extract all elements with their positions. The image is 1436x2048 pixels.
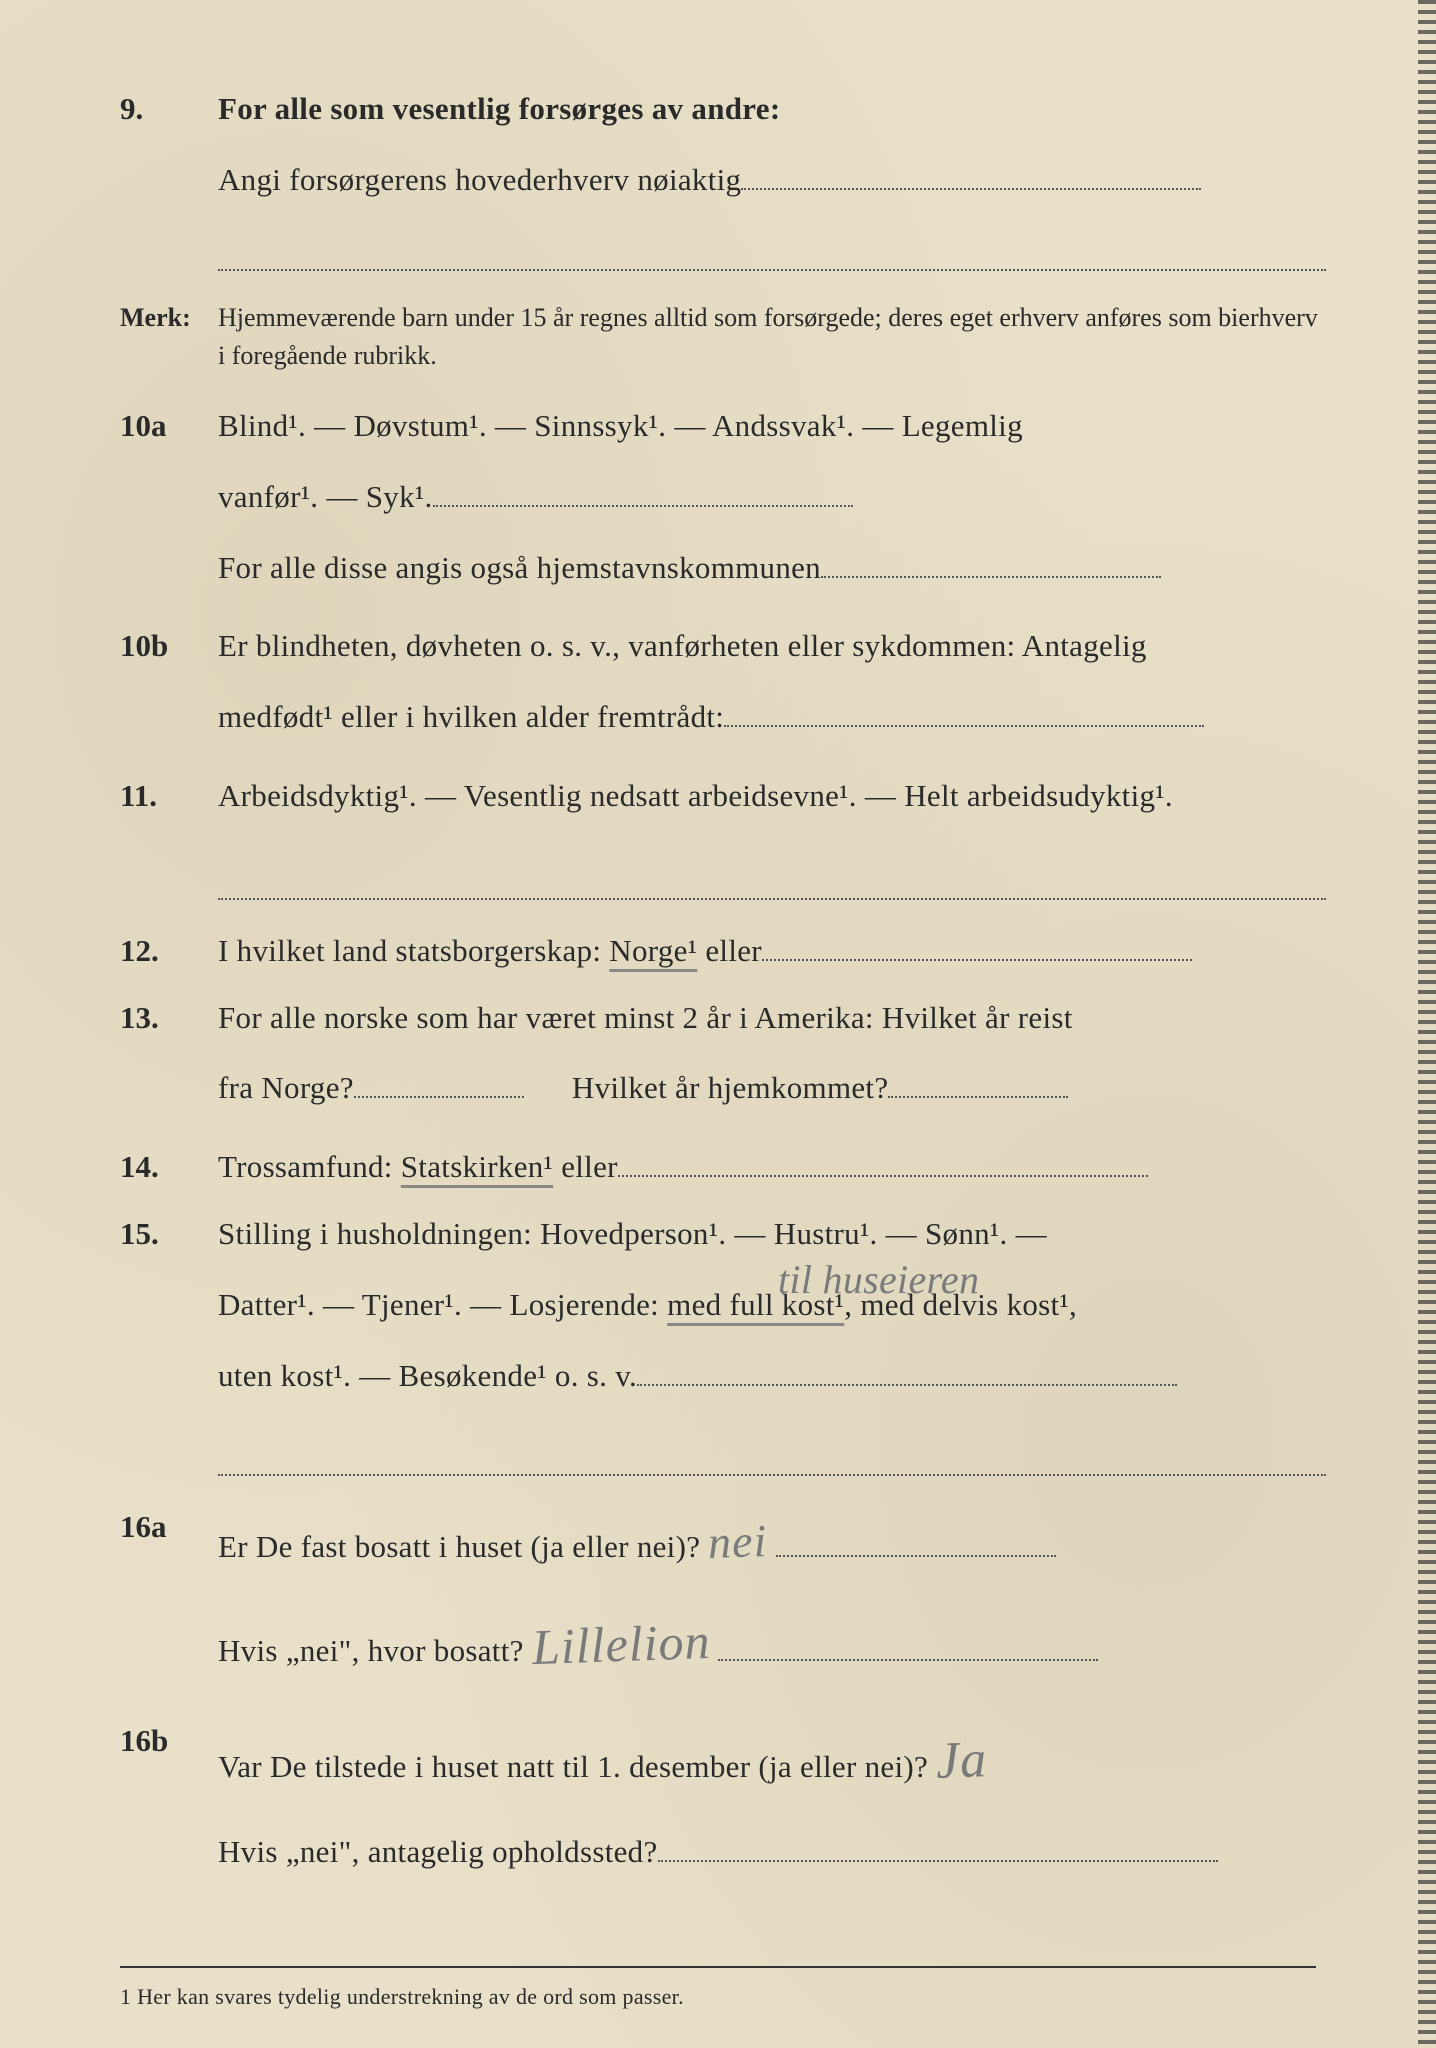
question-12: 12. I hvilket land statsborgerskap: Norg… xyxy=(120,922,1326,981)
q15-handwritten: til huseieren xyxy=(778,1242,979,1318)
q16a-answer1: nei xyxy=(707,1497,769,1586)
question-11: 11. Arbeidsdyktig¹. — Vesentlig nedsatt … xyxy=(120,767,1326,913)
q11-number: 11. xyxy=(120,767,190,913)
fill-line xyxy=(637,1358,1177,1386)
q14-text-b: eller xyxy=(553,1149,618,1184)
q14-body: Trossamfund: Statskirken¹ eller xyxy=(218,1138,1326,1197)
q16b-number: 16b xyxy=(120,1712,190,1894)
fill-line xyxy=(821,550,1161,578)
q12-text-b: eller xyxy=(697,933,762,968)
q13-number: 13. xyxy=(120,989,190,1131)
fill-line-full xyxy=(218,1426,1326,1476)
fill-line xyxy=(776,1529,1056,1557)
question-14: 14. Trossamfund: Statskirken¹ eller xyxy=(120,1138,1326,1197)
question-16a: 16a Er De fast bosatt i huset (ja eller … xyxy=(120,1498,1326,1704)
fill-line xyxy=(658,1834,1218,1862)
q13-body: For alle norske som har været minst 2 år… xyxy=(218,989,1326,1131)
q16b-line1: Var De tilstede i huset natt til 1. dese… xyxy=(218,1749,928,1784)
fill-line xyxy=(762,933,1192,961)
q11-text: Arbeidsdyktig¹. — Vesentlig nedsatt arbe… xyxy=(218,767,1326,826)
q15-number: 15. xyxy=(120,1205,190,1489)
fill-line-full xyxy=(218,850,1326,900)
q16b-answer1: Ja xyxy=(934,1711,989,1812)
footnote: 1 Her kan svares tydelig understrekning … xyxy=(120,1966,1316,2018)
q16a-body: Er De fast bosatt i huset (ja eller nei)… xyxy=(218,1498,1326,1704)
q9-line2: Angi forsørgerens hovederhverv nøiaktig xyxy=(218,162,741,197)
q10a-opts2: vanfør¹. — Syk¹. xyxy=(218,479,433,514)
document-page: 9. For alle som vesentlig forsørges av a… xyxy=(0,0,1436,2048)
q16a-line2: Hvis „nei", hvor bosatt? xyxy=(218,1633,524,1668)
q10a-opts: Blind¹. — Døvstum¹. — Sinnssyk¹. — Andss… xyxy=(218,397,1326,456)
question-9: 9. For alle som vesentlig forsørges av a… xyxy=(120,80,1326,285)
q13-line1: For alle norske som har været minst 2 år… xyxy=(218,989,1326,1048)
fill-line xyxy=(354,1071,524,1099)
q11-body: Arbeidsdyktig¹. — Vesentlig nedsatt arbe… xyxy=(218,767,1326,913)
fill-line xyxy=(618,1149,1148,1177)
q15-body: Stilling i husholdningen: Hovedperson¹. … xyxy=(218,1205,1326,1489)
q10b-line1: Er blindheten, døvheten o. s. v., vanfør… xyxy=(218,617,1326,676)
q12-text-a: I hvilket land statsborgerskap: xyxy=(218,933,609,968)
q10a-line3: For alle disse angis også hjemstavnskomm… xyxy=(218,550,821,585)
q10b-number: 10b xyxy=(120,617,190,759)
q16a-line1: Er De fast bosatt i huset (ja eller nei)… xyxy=(218,1529,700,1564)
q9-body: For alle som vesentlig forsørges av andr… xyxy=(218,80,1326,285)
fill-line xyxy=(741,162,1201,190)
q9-number: 9. xyxy=(120,80,190,285)
q10b-line2: medfødt¹ eller i hvilken alder fremtrådt… xyxy=(218,699,724,734)
q16a-number: 16a xyxy=(120,1498,190,1704)
q15-line1: Stilling i husholdningen: Hovedperson¹. … xyxy=(218,1205,1326,1264)
fill-line xyxy=(724,699,1204,727)
q13-line2b: Hvilket år hjemkommet? xyxy=(572,1070,889,1105)
question-15: 15. Stilling i husholdningen: Hovedperso… xyxy=(120,1205,1326,1489)
note-merk: Merk: Hjemmeværende barn under 15 år reg… xyxy=(120,299,1326,374)
q9-line1: For alle som vesentlig forsørges av andr… xyxy=(218,91,780,126)
question-10b: 10b Er blindheten, døvheten o. s. v., va… xyxy=(120,617,1326,759)
q14-statskirken: Statskirken¹ xyxy=(401,1149,553,1184)
q16b-body: Var De tilstede i huset natt til 1. dese… xyxy=(218,1712,1326,1894)
q16b-line2: Hvis „nei", antagelig opholdssted? xyxy=(218,1834,658,1869)
q12-body: I hvilket land statsborgerskap: Norge¹ e… xyxy=(218,922,1326,981)
merk-label: Merk: xyxy=(120,299,200,374)
q12-number: 12. xyxy=(120,922,190,981)
fill-line-full xyxy=(218,222,1326,272)
q13-line2a: fra Norge? xyxy=(218,1070,354,1105)
q10b-body: Er blindheten, døvheten o. s. v., vanfør… xyxy=(218,617,1326,759)
fill-line xyxy=(433,479,853,507)
q10a-body: Blind¹. — Døvstum¹. — Sinnssyk¹. — Andss… xyxy=(218,397,1326,610)
q16a-answer2: Lillelion xyxy=(530,1594,712,1695)
fill-line xyxy=(718,1633,1098,1661)
fill-line xyxy=(888,1071,1068,1099)
merk-text: Hjemmeværende barn under 15 år regnes al… xyxy=(218,299,1326,374)
q10a-number: 10a xyxy=(120,397,190,610)
q15-line3: uten kost¹. — Besøkende¹ o. s. v. xyxy=(218,1358,637,1393)
q14-number: 14. xyxy=(120,1138,190,1197)
question-16b: 16b Var De tilstede i huset natt til 1. … xyxy=(120,1712,1326,1894)
q14-text-a: Trossamfund: xyxy=(218,1149,401,1184)
question-13: 13. For alle norske som har været minst … xyxy=(120,989,1326,1131)
q12-norge: Norge¹ xyxy=(609,933,697,968)
q15-line2a: Datter¹. — Tjener¹. — Losjerende: xyxy=(218,1287,667,1322)
question-10a: 10a Blind¹. — Døvstum¹. — Sinnssyk¹. — A… xyxy=(120,397,1326,610)
